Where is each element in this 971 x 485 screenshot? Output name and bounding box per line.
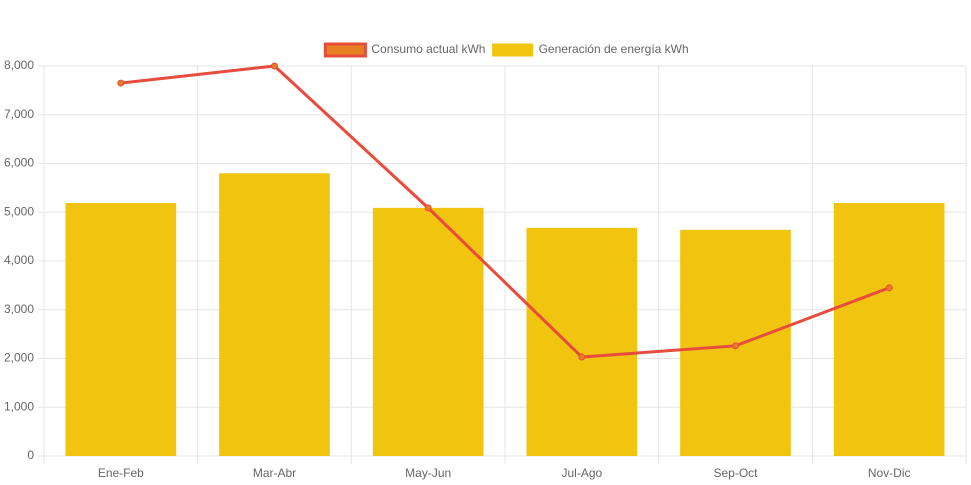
legend-swatch bbox=[492, 43, 534, 57]
line bbox=[120, 64, 890, 359]
bar bbox=[372, 207, 484, 456]
point bbox=[271, 62, 278, 70]
bar bbox=[526, 227, 638, 456]
x-tick-label: Jul-Ago bbox=[561, 466, 602, 480]
y-tick-label: 5,000 bbox=[4, 204, 34, 218]
x-tick-label: Sep-Oct bbox=[713, 466, 758, 480]
x-tick-label: May-Jun bbox=[405, 466, 451, 480]
x-tick-label: Nov-Dic bbox=[868, 466, 911, 480]
point bbox=[117, 79, 125, 87]
legend-swatch bbox=[323, 42, 367, 58]
point bbox=[885, 284, 893, 292]
x-tick-label: Mar-Abr bbox=[253, 466, 296, 480]
y-tick-label: 1,000 bbox=[4, 399, 34, 413]
bar bbox=[65, 202, 177, 456]
y-tick-label: 3,000 bbox=[4, 302, 34, 316]
bar bbox=[219, 173, 330, 456]
legend-label: Generación de energía kWh bbox=[539, 42, 689, 56]
y-tick-label: 8,000 bbox=[4, 58, 34, 72]
y-tick-label: 0 bbox=[27, 448, 34, 462]
y-tick-label: 2,000 bbox=[4, 351, 34, 365]
y-tick-label: 7,000 bbox=[4, 107, 34, 121]
y-tick-label: 4,000 bbox=[4, 253, 34, 267]
legend-label: Consumo actual kWh bbox=[371, 42, 485, 56]
point bbox=[578, 353, 586, 361]
y-tick-label: 6,000 bbox=[4, 156, 34, 170]
point bbox=[732, 342, 739, 350]
x-tick-label: Ene-Feb bbox=[98, 466, 144, 480]
point bbox=[424, 204, 432, 212]
bar bbox=[833, 202, 945, 456]
